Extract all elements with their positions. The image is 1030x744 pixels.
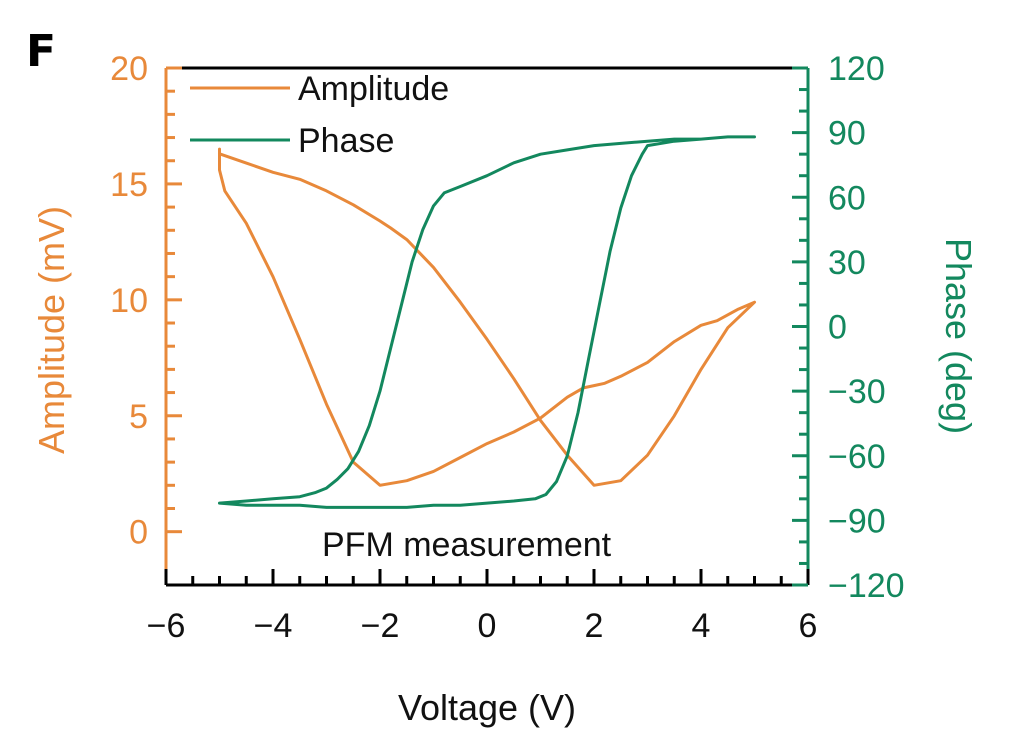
panel-label: F (26, 26, 56, 77)
legend-label-amplitude: Amplitude (298, 70, 449, 108)
y-right-tick-label: 90 (828, 115, 866, 153)
y-left-tick-label: 5 (129, 398, 148, 436)
y-axis-right-title: Phase (deg) (938, 238, 979, 434)
y-right-tick-label: −90 (828, 502, 886, 540)
y-left-tick-label: 10 (110, 282, 148, 320)
series-phase-line (218, 135, 756, 509)
y-right-tick-label: 60 (828, 179, 866, 217)
y-right-tick-label: 30 (828, 244, 866, 282)
legend: Amplitude Phase (190, 70, 449, 160)
y-left-tick-label: 20 (110, 50, 148, 88)
x-tick-label: 6 (799, 607, 818, 645)
x-tick-label: 2 (585, 607, 604, 645)
series-amplitude-line (218, 147, 756, 487)
x-tick-label: −2 (361, 607, 400, 645)
series-layer (218, 135, 756, 509)
axes: −6 −4 −2 0 2 4 605101520−120−90−60−30030609012… (110, 50, 904, 645)
y-right-tick-label: −30 (828, 373, 886, 411)
y-left-tick-label: 0 (129, 514, 148, 552)
y-left-tick-label: 15 (110, 166, 148, 204)
y-right-tick-label: −120 (828, 567, 905, 605)
x-axis-title: Voltage (V) (398, 687, 576, 728)
y-right-tick-label: −60 (828, 438, 886, 476)
y-right-tick-label: 0 (828, 309, 847, 347)
x-tick-label: −6 (147, 607, 186, 645)
y-right-tick-label: 120 (828, 50, 885, 88)
x-tick-label: −4 (254, 607, 293, 645)
y-axis-left-title: Amplitude (mV) (31, 206, 72, 454)
x-tick-label: 4 (692, 607, 711, 645)
legend-label-phase: Phase (298, 122, 394, 160)
x-tick-label: 0 (478, 607, 497, 645)
annotation-pfm-measurement: PFM measurement (322, 526, 612, 564)
